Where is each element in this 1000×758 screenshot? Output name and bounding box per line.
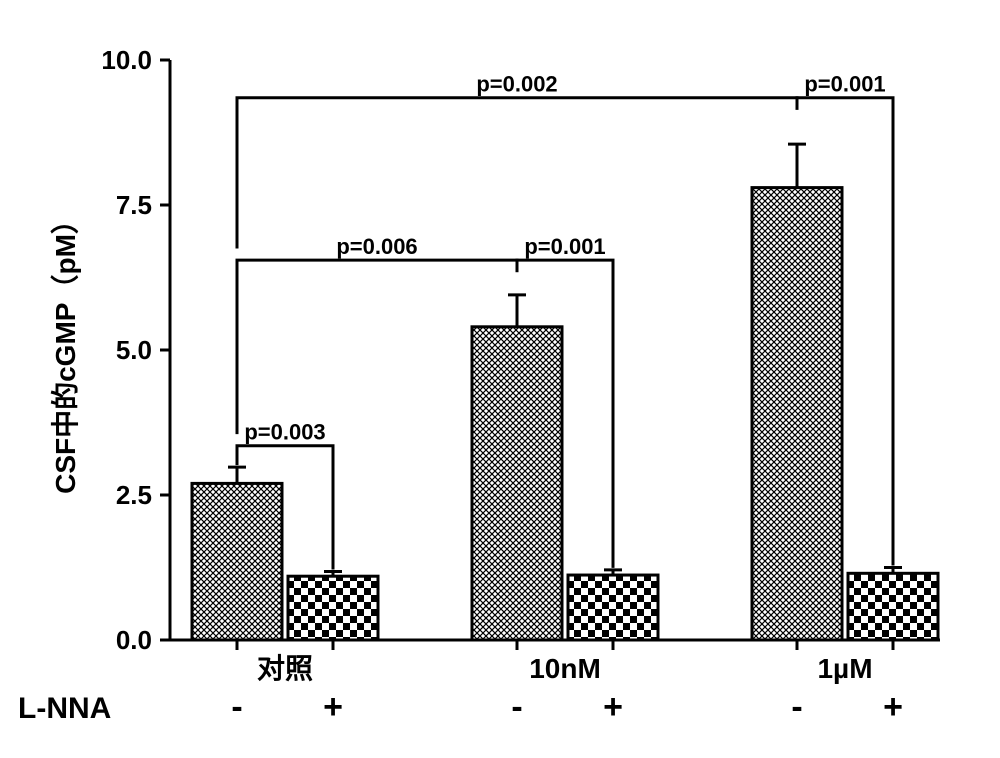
p-value-label: p=0.006 xyxy=(336,234,417,259)
bar-g0-s0 xyxy=(192,483,282,640)
p-value-label: p=0.001 xyxy=(524,234,605,259)
bar-g1-s0 xyxy=(472,327,562,640)
lnna-flag: + xyxy=(883,688,903,726)
lnna-flag: + xyxy=(603,688,623,726)
bar-g1-s1 xyxy=(568,575,658,640)
y-tick-label: 5.0 xyxy=(116,335,152,365)
x-group-label: 对照 xyxy=(257,653,313,684)
bar-g0-s1 xyxy=(288,576,378,640)
y-tick-label: 7.5 xyxy=(116,190,152,220)
y-axis-label: CSF中的cGMP（pM） xyxy=(49,206,81,494)
sig-bracket xyxy=(237,98,797,249)
y-tick-label: 10.0 xyxy=(101,45,152,75)
lnna-flag: - xyxy=(231,688,242,726)
p-value-label: p=0.001 xyxy=(804,72,885,97)
bar-g2-s1 xyxy=(848,573,938,640)
bar-g2-s0 xyxy=(752,188,842,640)
x-group-label: 10nM xyxy=(529,653,601,684)
lnna-row-title: L-NNA xyxy=(18,692,111,725)
p-value-label: p=0.002 xyxy=(476,72,557,97)
p-value-label: p=0.003 xyxy=(244,420,325,445)
lnna-flag: + xyxy=(323,688,343,726)
lnna-flag: - xyxy=(511,688,522,726)
x-group-label: 1µM xyxy=(817,653,872,684)
y-tick-label: 2.5 xyxy=(116,480,152,510)
lnna-flag: - xyxy=(791,688,802,726)
y-tick-label: 0.0 xyxy=(116,625,152,655)
